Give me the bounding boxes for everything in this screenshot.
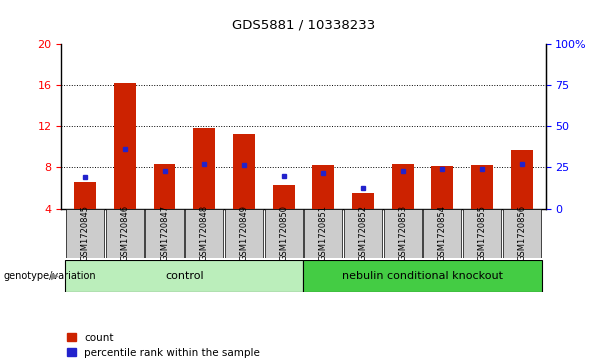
Bar [145,209,183,258]
Bar [511,150,533,209]
Bar [463,209,501,258]
Bar [154,164,175,209]
Bar [384,209,422,258]
Legend: count, percentile rank within the sample: count, percentile rank within the sample [66,333,260,358]
Bar [225,209,263,258]
Bar [65,260,303,292]
Bar [265,209,303,258]
Bar [352,193,374,209]
Text: GSM1720855: GSM1720855 [478,205,487,261]
Text: GSM1720851: GSM1720851 [319,205,328,261]
Bar [273,185,294,209]
Bar [114,83,135,209]
Bar [233,134,255,209]
Text: GSM1720856: GSM1720856 [517,205,526,261]
Bar [106,209,144,258]
Text: GSM1720848: GSM1720848 [200,205,208,261]
Bar [503,209,541,258]
Text: nebulin conditional knockout: nebulin conditional knockout [342,271,503,281]
Text: control: control [165,271,204,281]
Text: GSM1720847: GSM1720847 [160,205,169,261]
Text: GSM1720845: GSM1720845 [81,205,89,261]
Bar [313,166,334,209]
Bar [344,209,382,258]
Text: ▶: ▶ [51,271,58,281]
Bar [471,166,493,209]
Text: GSM1720852: GSM1720852 [359,205,367,261]
Bar [432,166,453,209]
Text: GSM1720853: GSM1720853 [398,205,407,261]
Text: genotype/variation: genotype/variation [3,271,96,281]
Bar [303,260,542,292]
Bar [185,209,223,258]
Text: GSM1720846: GSM1720846 [120,205,129,261]
Bar [74,182,96,209]
Text: GSM1720854: GSM1720854 [438,205,447,261]
Text: GSM1720850: GSM1720850 [279,205,288,261]
Bar [193,128,215,209]
Bar [392,164,414,209]
Text: GDS5881 / 10338233: GDS5881 / 10338233 [232,18,375,31]
Bar [304,209,342,258]
Bar [66,209,104,258]
Bar [424,209,462,258]
Text: GSM1720849: GSM1720849 [240,205,248,261]
